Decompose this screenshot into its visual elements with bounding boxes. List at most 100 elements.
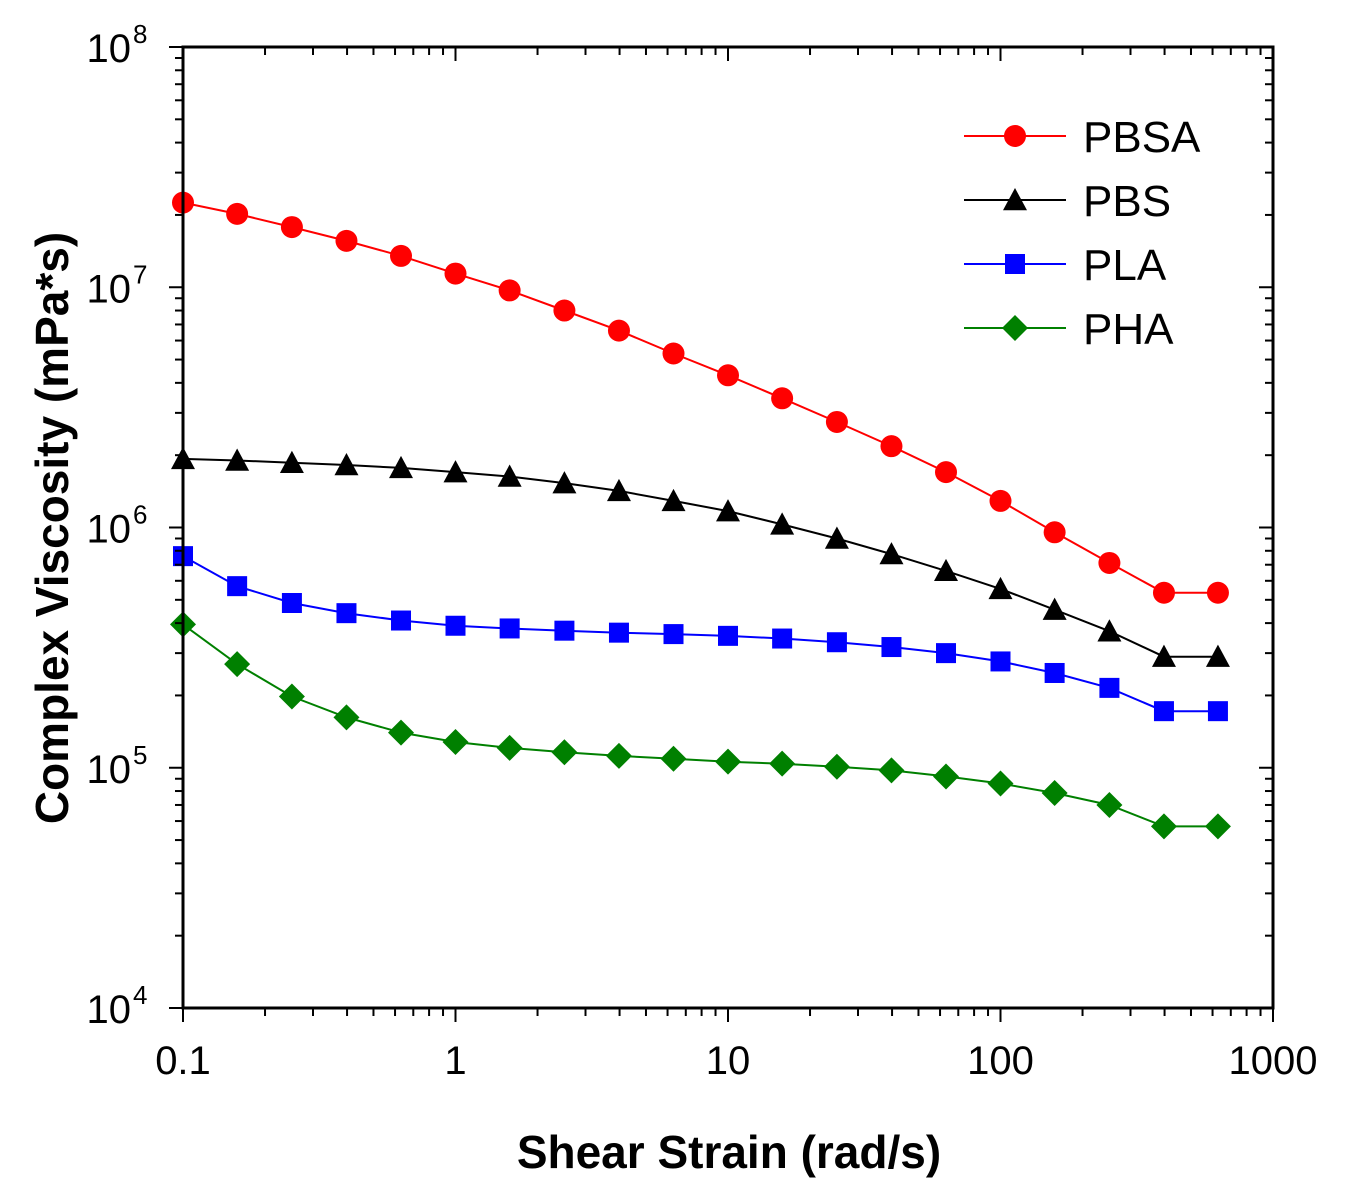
series-pbs (171, 446, 1230, 667)
data-point-pha (496, 734, 523, 761)
data-point-pbs (1205, 644, 1230, 667)
y-tick-label: 10 5 (87, 740, 148, 792)
data-point-pbs (988, 576, 1013, 600)
x-tick-label: 10 (706, 1039, 751, 1083)
data-point-pbs (1042, 597, 1067, 620)
data-point-pbsa (226, 202, 249, 225)
data-point-pha (442, 728, 469, 755)
legend-item-pla: PLA (964, 241, 1167, 290)
data-point-pbs (716, 499, 740, 522)
data-point-pla (281, 593, 302, 614)
data-point-pla (336, 603, 357, 624)
x-axis-title: Shear Strain (rad/s) (517, 1126, 941, 1178)
legend-item-pbsa: PBSA (964, 113, 1201, 162)
legend-label-pbsa: PBSA (1083, 113, 1201, 162)
data-point-pbs (443, 460, 468, 483)
data-point-pla (608, 622, 629, 643)
y-tick-label-exponent: 8 (133, 19, 147, 49)
axis-ticks (169, 46, 1274, 1022)
data-point-pla (826, 632, 847, 653)
data-point-pla (936, 643, 957, 664)
y-tick-label: 10 8 (87, 19, 148, 71)
data-point-pla (1207, 701, 1228, 722)
data-point-pla (227, 576, 248, 597)
data-point-pha (1096, 791, 1123, 818)
data-point-pha (1150, 813, 1177, 840)
data-point-pla (663, 624, 684, 645)
y-tick-label: 10 6 (87, 500, 148, 552)
y-tick-label: 10 7 (87, 259, 148, 311)
y-tick-label-base: 10 (87, 267, 132, 311)
data-point-pbsa (280, 216, 303, 239)
data-point-pla (990, 651, 1011, 672)
data-point-pha (933, 763, 960, 790)
data-point-pbs (1151, 644, 1176, 667)
series-pbsa (172, 191, 1229, 604)
data-point-pbsa (553, 299, 576, 322)
legend-marker-pbsa (1004, 125, 1026, 147)
series-pha (170, 611, 1231, 840)
data-point-pbs (279, 450, 304, 473)
data-point-pbsa (717, 364, 739, 387)
data-point-pla (554, 620, 575, 641)
x-tick-label: 100 (967, 1039, 1034, 1083)
data-point-pha (278, 683, 305, 710)
data-point-pbsa (498, 279, 521, 302)
legend-label-pbs: PBS (1083, 177, 1171, 226)
legend-marker-pbs (1003, 188, 1027, 211)
data-point-pbs (497, 464, 522, 487)
data-point-pbsa (1098, 551, 1121, 574)
data-point-pla (1044, 662, 1065, 683)
data-point-pha (388, 719, 415, 746)
data-point-pha (769, 750, 796, 777)
data-point-pla (1099, 677, 1120, 698)
data-point-pla (881, 637, 902, 658)
x-tick-label: 1000 (1229, 1039, 1318, 1083)
y-tick-label-base: 10 (87, 748, 132, 792)
data-point-pbs (225, 448, 250, 471)
data-point-pha (1041, 780, 1068, 807)
y-tick-label-exponent: 7 (133, 259, 147, 289)
data-point-pha (987, 770, 1014, 797)
data-point-pbs (389, 455, 414, 479)
data-point-pbsa (825, 410, 848, 433)
data-point-pbsa (1206, 581, 1229, 604)
legend: PBSA PBS PLA PHA (964, 113, 1201, 354)
x-tick-label: 0.1 (155, 1039, 211, 1083)
data-point-pbsa (335, 229, 358, 252)
data-point-pbsa (935, 461, 958, 484)
data-point-pha (551, 739, 578, 766)
legend-item-pbs: PBS (964, 177, 1171, 226)
data-point-pbsa (662, 342, 685, 365)
data-point-pla (772, 628, 793, 649)
y-axis-title: Complex Viscosity (mPa*s) (26, 232, 78, 824)
legend-item-pha: PHA (964, 305, 1174, 354)
data-point-pbsa (390, 244, 413, 267)
data-point-pha (660, 745, 687, 772)
data-point-pla (1153, 701, 1174, 722)
x-tick-label: 1 (444, 1039, 466, 1083)
data-point-pbsa (880, 435, 903, 458)
plot-area (170, 191, 1231, 840)
data-point-pbs (824, 526, 849, 549)
data-point-pbs (606, 478, 631, 502)
data-point-pha (333, 704, 360, 731)
data-point-pbs (934, 558, 959, 582)
series-pla (173, 546, 1228, 722)
data-point-pbsa (1043, 521, 1066, 544)
data-point-pbs (661, 488, 686, 512)
data-point-pha (1204, 813, 1231, 840)
data-point-pha (715, 748, 741, 775)
data-point-pbs (334, 453, 359, 476)
data-point-pla (445, 615, 466, 636)
y-tick-label-exponent: 4 (133, 980, 147, 1010)
data-point-pha (224, 651, 251, 678)
y-tick-label-base: 10 (87, 27, 132, 71)
data-point-pla (499, 618, 520, 639)
legend-label-pha: PHA (1083, 305, 1174, 354)
legend-marker-pha (1002, 315, 1028, 341)
y-tick-label-exponent: 5 (133, 740, 147, 770)
y-tick-label-base: 10 (87, 508, 132, 552)
